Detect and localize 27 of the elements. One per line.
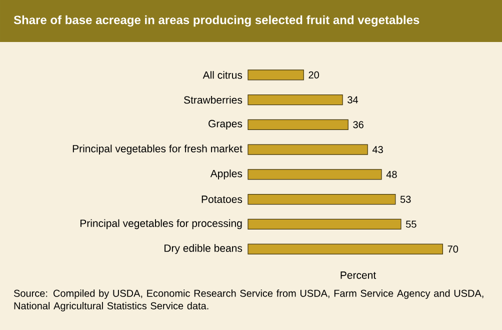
y-tick-label: Strawberries bbox=[184, 96, 242, 104]
data-label: 53 bbox=[400, 196, 411, 203]
bar bbox=[248, 70, 304, 80]
y-tick-label: Apples bbox=[210, 170, 242, 180]
data-label: 34 bbox=[348, 96, 358, 104]
y-tick-label: Principal vegetables for processing bbox=[80, 219, 242, 230]
y-tick-label: Grapes bbox=[208, 120, 242, 130]
data-label: 20 bbox=[308, 71, 319, 78]
data-label: 70 bbox=[448, 246, 458, 253]
data-label: 55 bbox=[406, 220, 416, 228]
bar bbox=[248, 119, 348, 130]
bar bbox=[248, 144, 368, 155]
bar bbox=[248, 194, 396, 205]
chart-title: Share of base acreage in areas producing selected fruit and vegetables bbox=[14, 15, 420, 27]
y-tick-label: Principal vegetables for fresh market bbox=[72, 144, 242, 154]
y-tick-label: Dry edible beans bbox=[164, 244, 242, 254]
bar bbox=[248, 169, 382, 180]
source-note: Source: Compiled by USDA, Economic Research Service from USDA, Farm Service Agency and USDA, National Agricultural Statistics Service data. bbox=[14, 290, 484, 312]
y-tick-label: Potatoes bbox=[202, 196, 242, 203]
bar bbox=[248, 94, 343, 106]
y-tick-label: All citrus bbox=[202, 71, 242, 79]
x-axis-title: Percent bbox=[340, 272, 376, 279]
bar bbox=[248, 244, 443, 254]
data-label: 48 bbox=[386, 170, 397, 178]
data-label: 36 bbox=[353, 121, 364, 128]
bar bbox=[248, 218, 402, 230]
data-label: 43 bbox=[372, 146, 383, 154]
